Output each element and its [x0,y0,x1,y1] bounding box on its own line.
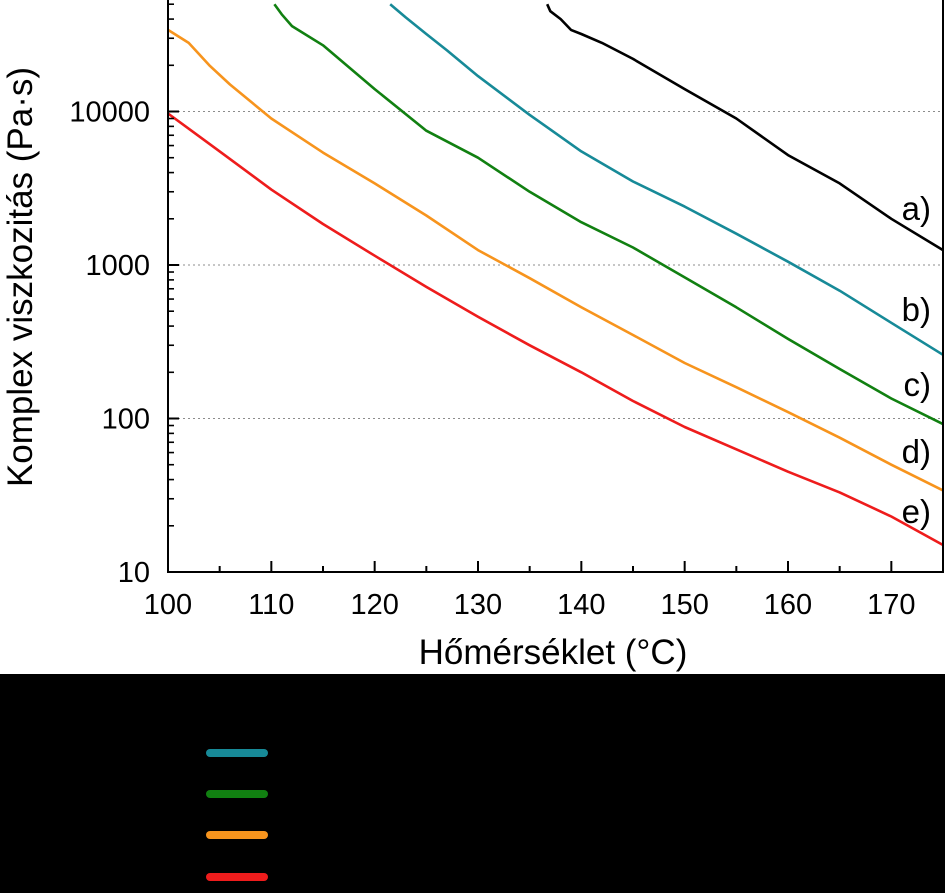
legend-swatch [206,831,268,839]
x-tick-label: 160 [764,589,812,621]
series-label: b) [902,291,931,328]
legend-swatch [206,749,268,757]
legend-swatch [206,790,268,798]
y-tick-label: 100 [102,404,150,436]
x-axis-title: Hőmérséklet (°C) [419,633,688,672]
series-labels: a) b) c) d) e) [902,190,931,530]
series-line [167,112,944,547]
y-tick-label: 10 [118,557,150,589]
plot-frame [167,0,944,573]
x-tick-label: 100 [144,589,192,621]
y-tick-label: 10000 [69,97,150,129]
grid-lines [168,111,943,419]
y-tick-label: 1000 [85,250,150,282]
series-label: a) [902,190,931,227]
series-line [546,3,944,252]
series-lines [167,3,944,547]
x-tick-label: 140 [557,589,605,621]
y-axis-title: Komplex viszkozitás (Pa·s) [1,67,40,487]
x-tick-label: 110 [248,589,294,621]
x-tick-label: 150 [660,589,708,621]
series-line [273,3,944,426]
x-tick-label: 170 [867,589,915,621]
x-tick-label: 120 [350,589,398,621]
series-line [167,28,944,492]
series-line [389,3,944,356]
legend-swatch [206,873,268,881]
series-label: c) [904,366,932,403]
series-label: d) [902,433,931,470]
series-label: e) [902,493,931,530]
x-tick-label: 130 [454,589,502,621]
